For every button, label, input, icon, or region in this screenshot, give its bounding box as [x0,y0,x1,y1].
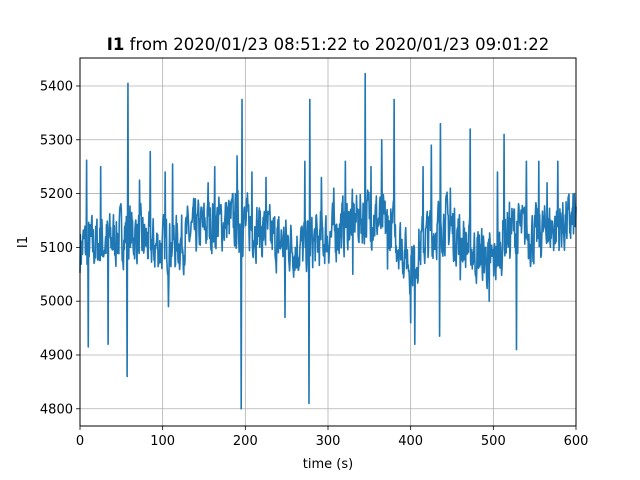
series-line [79,72,577,410]
x-tick-label: 500 [481,434,506,449]
x-tick-label: 100 [150,434,175,449]
x-axis-ticks: 0 100 200 300 400 500 600 [76,426,589,449]
y-tick-label: 4900 [40,348,73,363]
y-tick-label: 5200 [40,187,73,202]
x-tick-label: 300 [316,434,341,449]
chart-title-bold: I1 [107,35,125,54]
data-series-line [79,72,577,410]
x-tick-label: 200 [233,434,258,449]
x-tick-label: 600 [564,434,589,449]
y-tick-label: 5400 [40,79,73,94]
chart-title: I1 from 2020/01/23 08:51:22 to 2020/01/2… [107,35,549,54]
y-tick-label: 5000 [40,295,73,310]
x-axis-label: time (s) [303,457,353,472]
y-tick-label: 4800 [40,402,73,417]
x-tick-label: 0 [76,434,84,449]
y-axis-ticks: 4800 4900 5000 5100 5200 5300 5400 [40,79,80,417]
y-axis-label: I1 [16,236,31,248]
chart-title-rest: from 2020/01/23 08:51:22 to 2020/01/23 0… [124,35,549,54]
y-tick-label: 5100 [40,241,73,256]
x-tick-label: 400 [398,434,423,449]
y-tick-label: 5300 [40,133,73,148]
